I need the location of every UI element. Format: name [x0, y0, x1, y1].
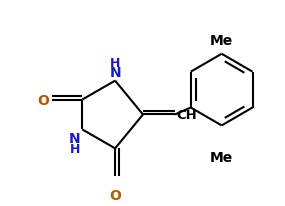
- Text: Me: Me: [210, 151, 233, 165]
- Text: O: O: [109, 188, 121, 202]
- Text: H: H: [70, 143, 80, 156]
- Text: Me: Me: [210, 34, 233, 48]
- Text: N: N: [69, 132, 80, 146]
- Text: H: H: [110, 56, 120, 69]
- Text: CH: CH: [177, 109, 198, 121]
- Text: O: O: [38, 93, 49, 107]
- Text: N: N: [109, 65, 121, 79]
